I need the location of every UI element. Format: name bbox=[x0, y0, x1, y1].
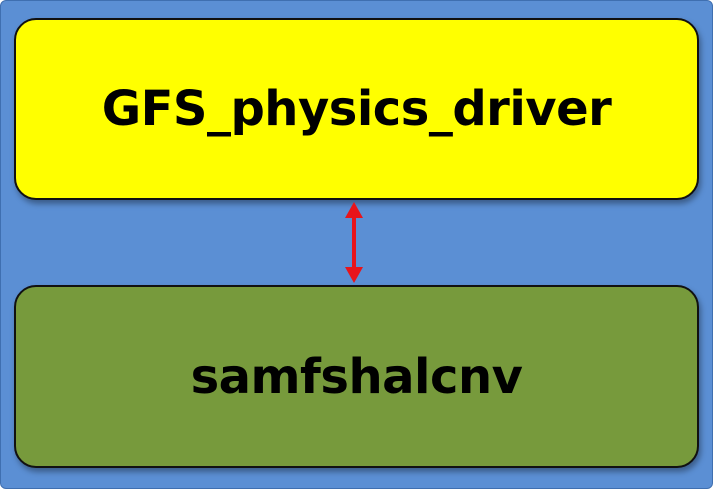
node-gfs-physics-driver: GFS_physics_driver bbox=[14, 18, 699, 200]
arrow-head-down bbox=[345, 267, 363, 283]
arrow-head-up bbox=[345, 202, 363, 218]
node-samfshalcnv: samfshalcnv bbox=[14, 285, 699, 468]
bidirectional-arrow bbox=[345, 202, 363, 283]
node-label: GFS_physics_driver bbox=[101, 81, 612, 137]
node-label: samfshalcnv bbox=[190, 348, 523, 405]
